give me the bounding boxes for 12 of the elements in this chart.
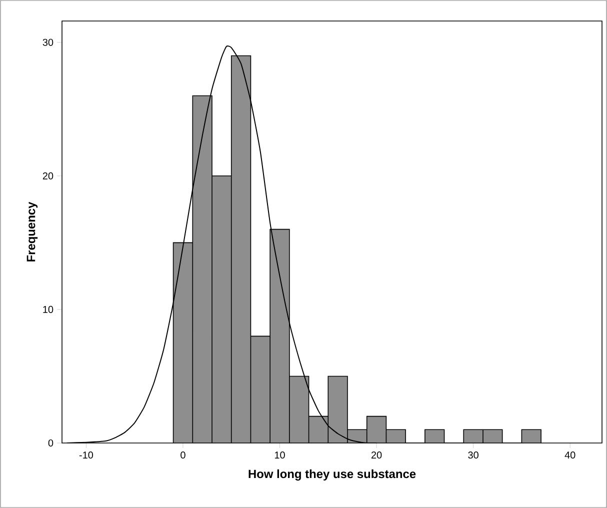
x-tick-label: -10: [79, 452, 94, 459]
x-tick-label: 10: [274, 452, 285, 459]
x-tick-label: 30: [468, 452, 478, 459]
x-tick-label: 0: [180, 452, 186, 459]
x-axis-title: How long they use substance: [248, 469, 416, 481]
y-tick-label: 20: [42, 172, 54, 180]
y-tick-label: 30: [42, 38, 54, 46]
x-tick-label: 40: [564, 452, 576, 459]
x-tick-label: 20: [371, 452, 382, 459]
y-axis-title: Frequency: [26, 202, 38, 262]
y-tick-label: 0: [48, 439, 54, 447]
y-tick-label: 10: [43, 306, 54, 313]
